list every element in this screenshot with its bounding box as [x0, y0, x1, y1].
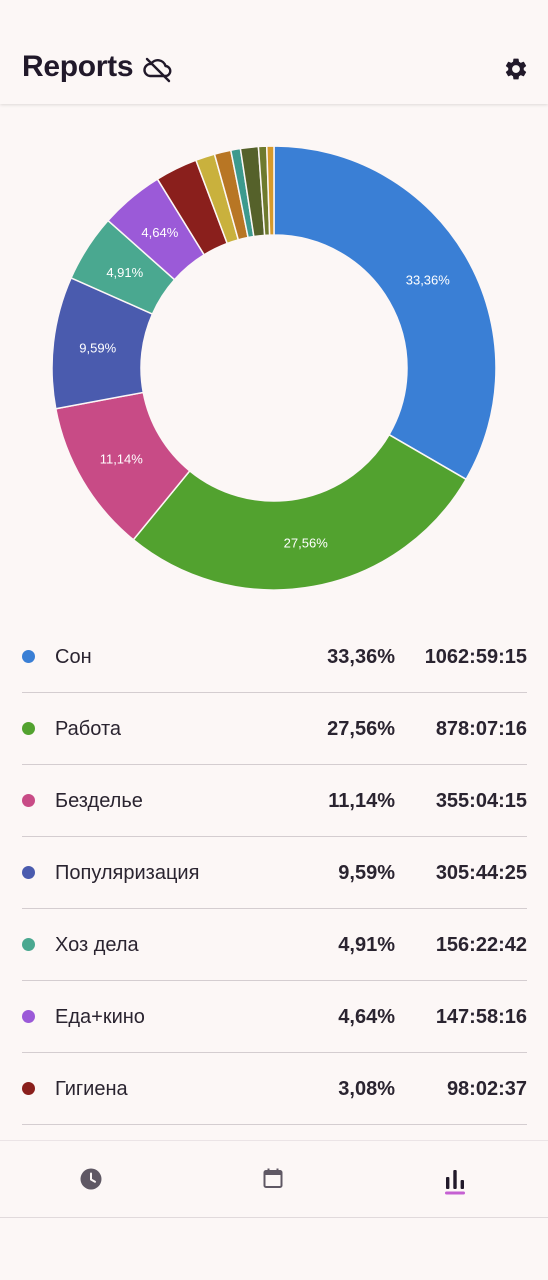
chart-slice-label: 4,64%	[141, 225, 178, 240]
page-title: Reports	[22, 50, 134, 83]
chart-slice-label: 33,36%	[406, 272, 451, 287]
legend-duration: 355:04:15	[435, 790, 527, 812]
chart-slice-label: 11,14%	[100, 451, 144, 466]
gear-icon[interactable]	[503, 56, 529, 82]
system-bar-area	[0, 1217, 548, 1280]
legend-duration: 1062:59:15	[424, 646, 527, 668]
legend-percent: 33,36%	[327, 646, 395, 668]
top-app-bar: Reports	[0, 0, 548, 104]
nav-tab-reports[interactable]	[364, 1141, 546, 1217]
chart-slice[interactable]	[273, 145, 497, 481]
legend-list: Сон 33,36% 1062:59:15 Работа 27,56% 878:07:16…	[22, 621, 527, 1125]
legend-activity-name: Работа	[55, 718, 121, 740]
legend-activity-name: Сон	[55, 646, 92, 668]
legend-percent: 11,14%	[328, 790, 395, 812]
legend-row[interactable]: Еда+кино 4,64% 147:58:16	[22, 981, 527, 1053]
legend-row[interactable]: Сон 33,36% 1062:59:15	[22, 621, 527, 693]
legend-color-dot	[22, 938, 35, 951]
bar-chart-icon	[445, 1170, 465, 1195]
legend-activity-name: Безделье	[55, 790, 143, 812]
chart-slice[interactable]	[265, 145, 275, 236]
legend-percent: 4,91%	[338, 934, 395, 956]
legend-duration: 98:02:37	[446, 1078, 527, 1100]
calendar-icon	[263, 1168, 283, 1188]
legend-percent: 9,59%	[338, 862, 395, 884]
legend-activity-name: Популяризация	[55, 862, 200, 884]
legend-duration: 147:58:16	[435, 1006, 527, 1028]
legend-activity-name: Еда+кино	[55, 1006, 145, 1028]
legend-row[interactable]: Безделье 11,14% 355:04:15	[22, 765, 527, 837]
chart-slice-label: 9,59%	[79, 340, 116, 355]
chart-slice[interactable]	[132, 433, 468, 591]
legend-duration: 156:22:42	[435, 934, 527, 956]
legend-row[interactable]: Популяризация 9,59% 305:44:25	[22, 837, 527, 909]
legend-duration: 305:44:25	[435, 862, 527, 884]
legend-color-dot	[22, 794, 35, 807]
legend-color-dot	[22, 1010, 35, 1023]
donut-chart: 33,36% 27,56% 11,14% 9,59% 4,91% 4,64%	[51, 145, 497, 591]
legend-duration: 878:07:16	[435, 718, 527, 740]
legend-row[interactable]: Работа 27,56% 878:07:16	[22, 693, 527, 765]
legend-color-dot	[22, 722, 35, 735]
legend-activity-name: Гигиена	[55, 1078, 128, 1100]
legend-percent: 4,64%	[338, 1006, 395, 1028]
legend-row[interactable]: Хоз дела 4,91% 156:22:42	[22, 909, 527, 981]
legend-activity-name: Хоз дела	[55, 934, 139, 956]
legend-color-dot	[22, 650, 35, 663]
cloud-off-icon[interactable]	[142, 54, 174, 84]
nav-tab-timer[interactable]	[0, 1141, 182, 1217]
legend-row[interactable]: Гигиена 3,08% 98:02:37	[22, 1053, 527, 1125]
legend-color-dot	[22, 1082, 35, 1095]
bottom-navigation	[0, 1140, 548, 1218]
clock-icon	[80, 1168, 102, 1190]
nav-tab-calendar[interactable]	[182, 1141, 364, 1217]
chart-slice-label: 27,56%	[284, 536, 329, 551]
legend-percent: 3,08%	[338, 1078, 395, 1100]
legend-percent: 27,56%	[327, 718, 395, 740]
chart-slice-label: 4,91%	[106, 265, 143, 280]
legend-color-dot	[22, 866, 35, 879]
